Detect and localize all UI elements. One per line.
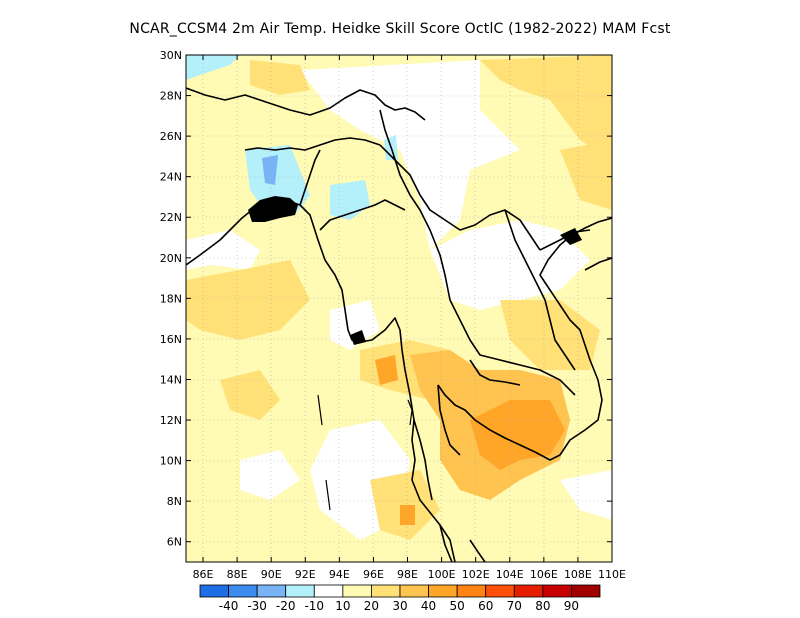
colorbar-swatch: [285, 584, 315, 598]
chart-title: NCAR_CCSM4 2m Air Temp. Heidke Skill Sco…: [129, 21, 671, 37]
lat-tick-label: 30N: [160, 49, 182, 62]
colorbar-label: 10: [335, 599, 350, 613]
longitude-labels: 86E 88E 90E 92E 94E 96E 98E 100E 102E 104E 106E 108…: [193, 568, 626, 581]
lon-tick-label: 96E: [363, 568, 384, 581]
lat-tick-label: 28N: [160, 90, 182, 103]
lat-tick-label: 20N: [160, 252, 182, 265]
lon-tick-label: 90E: [261, 568, 282, 581]
colorbar-label: -30: [247, 599, 267, 613]
lon-tick-label: 92E: [295, 568, 316, 581]
delta-coastline: [248, 196, 582, 345]
colorbar-swatch: [456, 584, 487, 598]
lon-tick-label: 86E: [193, 568, 214, 581]
colorbar-swatch: [485, 584, 515, 598]
colorbar-swatch: [571, 584, 601, 598]
colorbar-label: 50: [450, 599, 465, 613]
lon-tick-label: 100E: [428, 568, 456, 581]
lon-tick-label: 94E: [329, 568, 350, 581]
lon-tick-label: 110E: [598, 568, 626, 581]
lon-tick-label: 108E: [564, 568, 592, 581]
colorbar-label: -10: [304, 599, 324, 613]
colorbar-swatch: [313, 584, 344, 598]
colorbar-label: 40: [421, 599, 436, 613]
lat-tick-label: 22N: [160, 211, 182, 224]
colorbar-label: 80: [535, 599, 550, 613]
colorbar-swatch: [542, 584, 572, 598]
colorbar-label: 90: [564, 599, 579, 613]
lat-tick-label: 14N: [160, 373, 182, 386]
lat-tick-label: 12N: [160, 414, 182, 427]
colorbar-swatch: [428, 584, 458, 598]
plot-frame: [185, 54, 613, 563]
colorbar-swatch: [256, 584, 287, 598]
colorbar-swatch: [371, 584, 401, 598]
colorbar-swatch: [513, 584, 544, 598]
colorbar-swatch: [399, 584, 429, 598]
lon-tick-label: 106E: [530, 568, 558, 581]
lon-tick-label: 102E: [462, 568, 490, 581]
lat-tick-label: 8N: [167, 495, 182, 508]
colorbar-label: 30: [392, 599, 407, 613]
lat-tick-label: 26N: [160, 130, 182, 143]
colorbar-label: 60: [478, 599, 493, 613]
colorbar-swatch: [228, 584, 258, 598]
andaman-islands: [317, 394, 413, 511]
colorbar-label: 20: [364, 599, 379, 613]
colorbar-swatch: [199, 584, 229, 598]
lat-tick-label: 16N: [160, 333, 182, 346]
latitude-labels: 6N 8N 10N 12N 14N 16N 18N 20N 22N 24N 26N 28N 30N: [160, 49, 182, 549]
lat-tick-label: 6N: [167, 536, 182, 549]
axis-ticks: [186, 54, 613, 562]
lon-tick-label: 104E: [496, 568, 524, 581]
lon-tick-label: 88E: [227, 568, 248, 581]
lon-tick-label: 98E: [397, 568, 418, 581]
colorbar-label: -20: [276, 599, 296, 613]
skill-score-shading: [186, 55, 612, 562]
lat-tick-label: 24N: [160, 171, 182, 184]
lat-tick-label: 10N: [160, 455, 182, 468]
lat-tick-label: 18N: [160, 292, 182, 305]
colorbar-swatch: [342, 584, 372, 598]
colorbar-label: 70: [507, 599, 522, 613]
colorbar: -40 -30 -20 -10 10 20 30 40 50 60 70 80 90: [199, 584, 601, 613]
colorbar-label: -40: [219, 599, 239, 613]
